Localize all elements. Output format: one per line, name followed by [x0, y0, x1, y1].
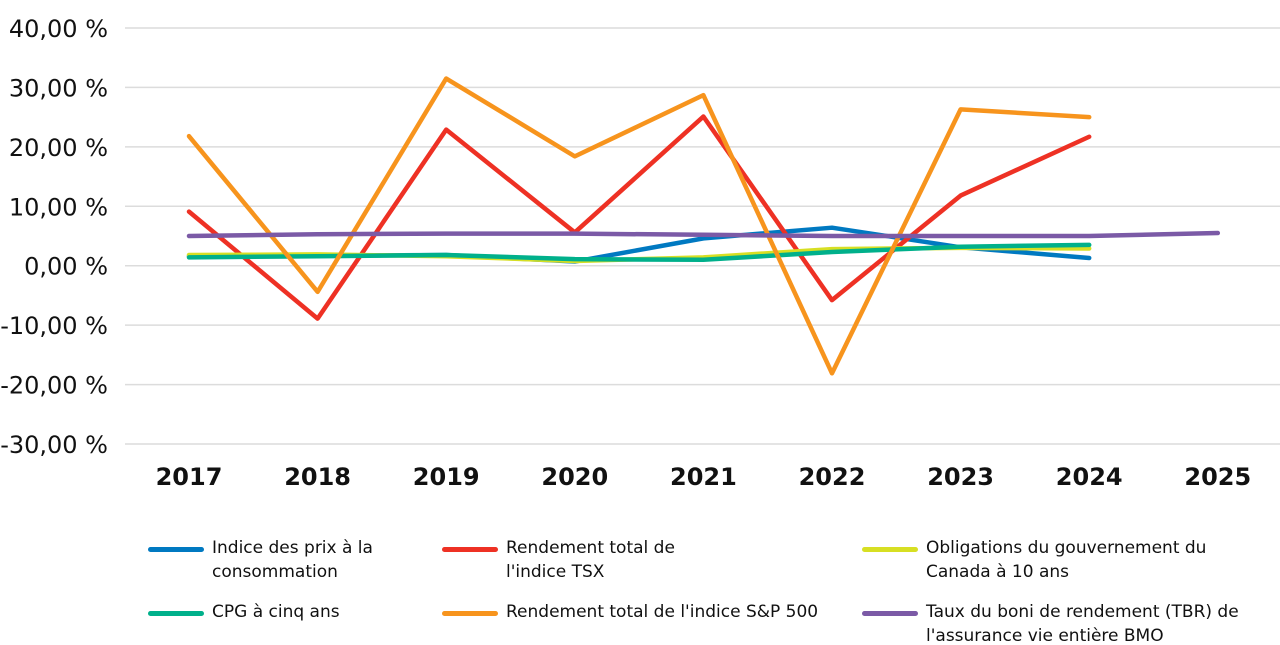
legend-label: Rendement total de l'indice S&P 500: [506, 602, 819, 622]
y-tick-label: 30,00 %: [9, 74, 108, 102]
x-tick-label: 2023: [927, 463, 994, 491]
y-tick-label: 10,00 %: [9, 193, 108, 221]
legend-swatch: [148, 547, 204, 552]
legend-label: Obligations du gouvernement du Canada à 1…: [926, 538, 1207, 582]
legend-label: Rendement total de l'indice TSX: [506, 538, 675, 582]
x-tick-label: 2021: [670, 463, 737, 491]
legend-label: CPG à cinq ans: [212, 602, 340, 622]
legend-item-bonds: Obligations du gouvernement du Canada à 1…: [862, 536, 1206, 584]
x-tick-label: 2025: [1184, 463, 1251, 491]
y-tick-label: 20,00 %: [9, 134, 108, 162]
x-tick-label: 2019: [413, 463, 480, 491]
y-tick-label: -20,00 %: [0, 372, 108, 400]
legend-label: Taux du boni de rendement (TBR) de l'assu…: [926, 602, 1239, 645]
x-tick-label: 2020: [541, 463, 608, 491]
legend-item-sp500: Rendement total de l'indice S&P 500: [442, 600, 818, 624]
legend-label: Indice des prix à la consommation: [212, 538, 373, 582]
legend-item-tsx: Rendement total de l'indice TSX: [442, 536, 675, 584]
legend-item-cpi: Indice des prix à la consommation: [148, 536, 373, 584]
series-line-1: [186, 114, 1092, 321]
x-tick-label: 2017: [156, 463, 223, 491]
legend-swatch: [442, 611, 498, 616]
y-tick-label: -10,00 %: [0, 312, 108, 340]
y-tick-label: -30,00 %: [0, 431, 108, 459]
y-tick-label: 40,00 %: [9, 15, 108, 43]
legend-item-gic: CPG à cinq ans: [148, 600, 340, 624]
legend-swatch: [148, 611, 204, 616]
line-chart: 40,00 % 30,00 % 20,00 % 10,00 % 0,00 % -10,00…: [0, 15, 1280, 491]
legend-swatch: [862, 547, 918, 552]
series-line-4: [186, 76, 1092, 376]
series-line-5: [186, 230, 1221, 239]
legend-swatch: [442, 547, 498, 552]
x-tick-label: 2024: [1056, 463, 1123, 491]
x-tick-label: 2018: [284, 463, 351, 491]
legend-item-tbr: Taux du boni de rendement (TBR) de l'assu…: [862, 600, 1239, 645]
legend-swatch: [862, 611, 918, 616]
y-tick-label: 0,00 %: [24, 253, 108, 281]
x-tick-label: 2022: [799, 463, 866, 491]
